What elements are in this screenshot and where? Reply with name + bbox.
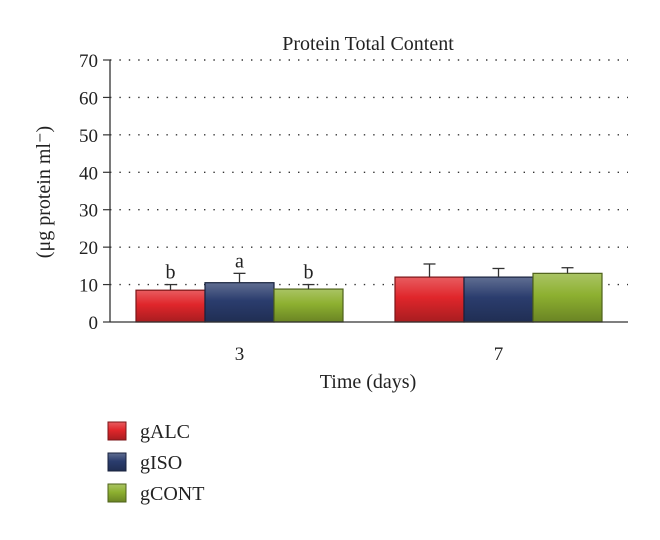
y-tick-label: 40: [79, 163, 98, 184]
axes: [109, 60, 628, 323]
significance-label: b: [304, 262, 314, 284]
y-tick-label: 10: [79, 276, 98, 297]
x-tick-label: 7: [494, 344, 504, 365]
y-tick-label: 70: [79, 51, 98, 72]
bar-gCONT-7: [532, 272, 603, 323]
x-tick-label: 3: [235, 344, 245, 365]
legend-label-gCONT: gCONT: [140, 483, 204, 505]
chart-title: Protein Total Content: [282, 33, 454, 55]
significance-label: b: [166, 262, 176, 284]
y-tick-label: 0: [89, 313, 99, 334]
y-tick-label: 60: [79, 88, 98, 109]
legend-label-gISO: gISO: [140, 452, 182, 474]
y-ticks: 0 10 20 30 40 50 60 70: [79, 51, 110, 334]
legend-swatch-gALC: [107, 421, 127, 441]
y-tick-label: 50: [79, 126, 98, 147]
bar-gCONT-3: [273, 288, 344, 323]
gridlines: [110, 59, 628, 286]
y-axis-label: (μg protein ml⁻): [33, 126, 55, 258]
x-axis-label: Time (days): [320, 371, 416, 393]
bars: bab: [135, 250, 603, 323]
significance-label: a: [235, 250, 244, 272]
y-tick-label: 30: [79, 201, 98, 222]
legend-swatch-gCONT: [107, 483, 127, 503]
bar-gALC-7: [394, 276, 465, 323]
bar-gISO-3: [204, 282, 275, 323]
bar-gISO-7: [463, 276, 534, 323]
bar-gALC-3: [135, 289, 206, 323]
y-tick-label: 20: [79, 238, 98, 259]
legend: gALC gISO gCONT: [107, 421, 204, 505]
legend-swatch-gISO: [107, 452, 127, 472]
legend-label-gALC: gALC: [140, 421, 190, 443]
